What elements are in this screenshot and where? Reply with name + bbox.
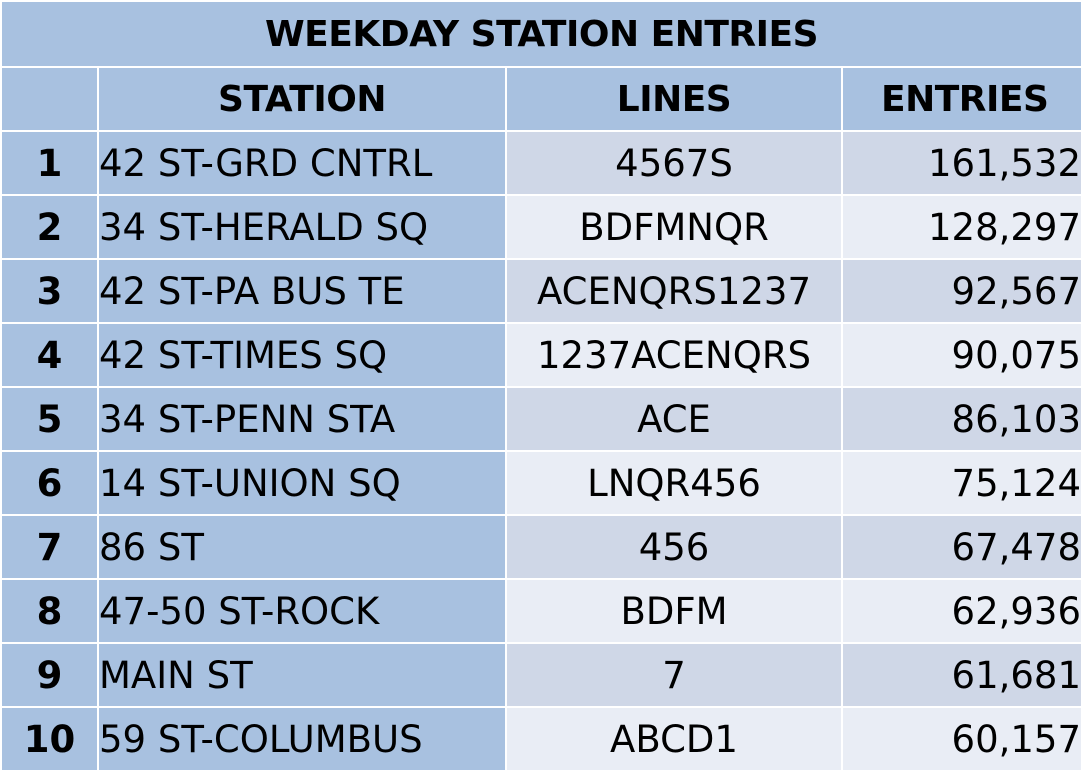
entries-cell: 62,936 <box>840 578 1081 644</box>
rank-cell: 6 <box>0 450 99 516</box>
lines-cell: ABCD1 <box>505 706 843 772</box>
table-row: 7 86 ST 456 67,478 <box>0 514 1081 580</box>
table-row: 8 47-50 ST-ROCK BDFM 62,936 <box>0 578 1081 644</box>
column-header-rank <box>0 66 99 132</box>
station-cell: 14 ST-UNION SQ <box>97 450 507 516</box>
entries-cell: 92,567 <box>840 258 1081 324</box>
station-cell: 34 ST-PENN STA <box>97 386 507 452</box>
entries-cell: 161,532 <box>840 130 1081 196</box>
entries-cell: 90,075 <box>840 322 1081 388</box>
station-cell: 86 ST <box>97 514 507 580</box>
column-header-station: STATION <box>97 66 507 132</box>
rank-cell: 4 <box>0 322 99 388</box>
lines-cell: 456 <box>505 514 843 580</box>
table-row: 3 42 ST-PA BUS TE ACENQRS1237 92,567 <box>0 258 1081 324</box>
column-header-entries: ENTRIES <box>840 66 1081 132</box>
column-header-lines: LINES <box>505 66 843 132</box>
station-cell: 59 ST-COLUMBUS <box>97 706 507 772</box>
header-row: STATION LINES ENTRIES <box>0 66 1081 132</box>
station-cell: 47-50 ST-ROCK <box>97 578 507 644</box>
lines-cell: 4567S <box>505 130 843 196</box>
entries-cell: 67,478 <box>840 514 1081 580</box>
rank-cell: 2 <box>0 194 99 260</box>
table-row: 1 42 ST-GRD CNTRL 4567S 161,532 <box>0 130 1081 196</box>
rank-cell: 8 <box>0 578 99 644</box>
table-title: WEEKDAY STATION ENTRIES <box>0 0 1081 68</box>
table-row: 2 34 ST-HERALD SQ BDFMNQR 128,297 <box>0 194 1081 260</box>
rank-cell: 3 <box>0 258 99 324</box>
lines-cell: ACE <box>505 386 843 452</box>
rank-cell: 9 <box>0 642 99 708</box>
station-cell: 42 ST-PA BUS TE <box>97 258 507 324</box>
lines-cell: 1237ACENQRS <box>505 322 843 388</box>
entries-cell: 75,124 <box>840 450 1081 516</box>
table-row: 6 14 ST-UNION SQ LNQR456 75,124 <box>0 450 1081 516</box>
entries-cell: 60,157 <box>840 706 1081 772</box>
entries-cell: 128,297 <box>840 194 1081 260</box>
rank-cell: 5 <box>0 386 99 452</box>
station-cell: 42 ST-GRD CNTRL <box>97 130 507 196</box>
rank-cell: 7 <box>0 514 99 580</box>
table-body: 1 42 ST-GRD CNTRL 4567S 161,532 2 34 ST-… <box>0 130 1081 772</box>
lines-cell: ACENQRS1237 <box>505 258 843 324</box>
table-row: 4 42 ST-TIMES SQ 1237ACENQRS 90,075 <box>0 322 1081 388</box>
station-cell: MAIN ST <box>97 642 507 708</box>
lines-cell: 7 <box>505 642 843 708</box>
rank-cell: 1 <box>0 130 99 196</box>
title-row: WEEKDAY STATION ENTRIES <box>0 0 1081 68</box>
lines-cell: BDFMNQR <box>505 194 843 260</box>
lines-cell: BDFM <box>505 578 843 644</box>
rank-cell: 10 <box>0 706 99 772</box>
table-row: 9 MAIN ST 7 61,681 <box>0 642 1081 708</box>
table-row: 5 34 ST-PENN STA ACE 86,103 <box>0 386 1081 452</box>
table-row: 10 59 ST-COLUMBUS ABCD1 60,157 <box>0 706 1081 772</box>
station-cell: 42 ST-TIMES SQ <box>97 322 507 388</box>
lines-cell: LNQR456 <box>505 450 843 516</box>
station-cell: 34 ST-HERALD SQ <box>97 194 507 260</box>
entries-cell: 61,681 <box>840 642 1081 708</box>
entries-cell: 86,103 <box>840 386 1081 452</box>
